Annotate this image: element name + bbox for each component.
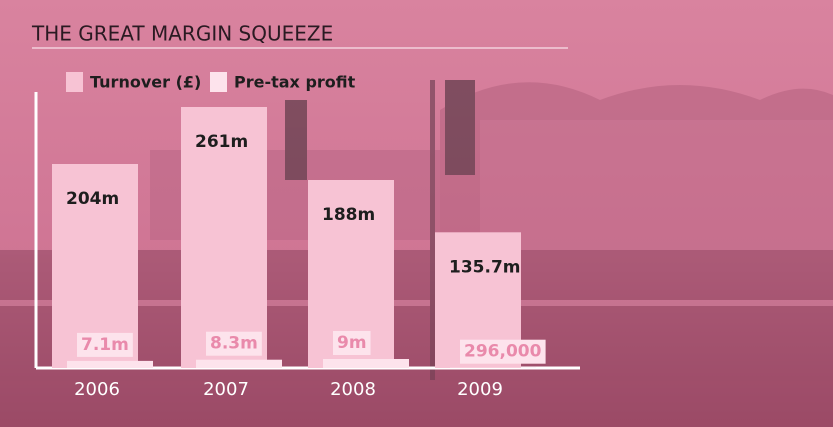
bar <box>181 107 267 368</box>
value-label: 7.1m <box>81 335 129 355</box>
value-label: 296,000 <box>464 342 542 362</box>
bar <box>196 359 282 368</box>
legend-swatch <box>66 72 83 92</box>
value-label: 135.7m <box>449 257 521 277</box>
legend-label: Turnover (£) <box>90 73 201 92</box>
legend-label: Pre-tax profit <box>234 73 356 92</box>
chart-title: THE GREAT MARGIN SQUEEZE <box>31 22 333 46</box>
x-tick-label: 2008 <box>330 379 376 400</box>
label-backing <box>333 331 371 355</box>
value-label: 204m <box>66 189 119 209</box>
value-label: 9m <box>337 333 367 353</box>
bar <box>323 359 409 368</box>
value-label: 261m <box>195 132 248 152</box>
label-backing <box>77 332 133 357</box>
bar <box>67 360 153 368</box>
legend-swatch <box>210 72 227 92</box>
value-label: 8.3m <box>210 334 258 354</box>
x-tick-label: 2006 <box>74 379 120 400</box>
label-backing <box>206 331 262 356</box>
value-label: 188m <box>322 205 375 225</box>
x-tick-label: 2009 <box>457 379 503 400</box>
label-backing <box>460 339 546 364</box>
x-tick-label: 2007 <box>203 379 249 400</box>
